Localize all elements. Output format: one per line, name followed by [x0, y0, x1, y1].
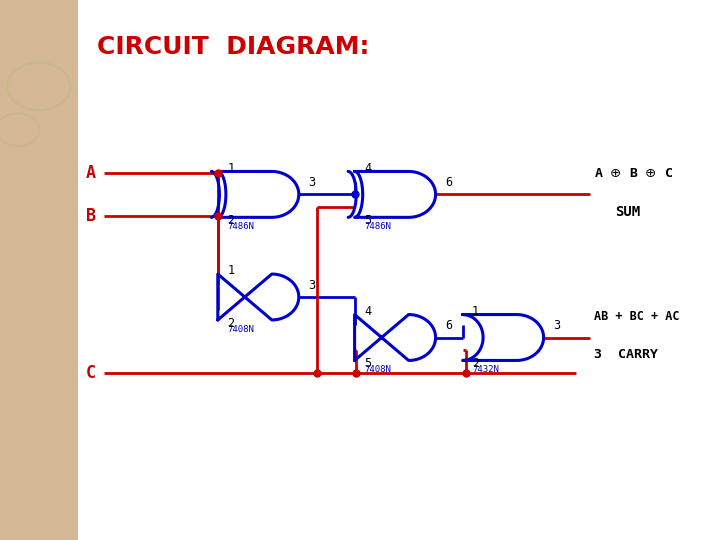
Text: 7432N: 7432N [472, 366, 500, 374]
Text: C: C [86, 363, 96, 382]
Text: 3: 3 [308, 279, 315, 292]
Text: CIRCUIT  DIAGRAM:: CIRCUIT DIAGRAM: [97, 35, 369, 59]
Text: 3  CARRY: 3 CARRY [594, 348, 658, 361]
Text: 1: 1 [228, 264, 234, 277]
Text: 3: 3 [308, 176, 315, 189]
Text: 1: 1 [228, 161, 234, 174]
Text: 7408N: 7408N [228, 325, 255, 334]
Text: 3: 3 [553, 319, 560, 332]
Text: 6: 6 [445, 176, 452, 189]
Text: 5: 5 [364, 357, 371, 370]
Text: AB + BC + AC: AB + BC + AC [594, 310, 680, 323]
Text: 6: 6 [445, 319, 452, 332]
Text: 2: 2 [228, 317, 234, 330]
Text: 7486N: 7486N [228, 222, 255, 231]
Text: A: A [86, 164, 96, 182]
Text: 2: 2 [228, 214, 234, 227]
Text: 5: 5 [364, 214, 371, 227]
Text: 2: 2 [472, 357, 479, 370]
Text: SUM: SUM [616, 205, 641, 219]
Text: 4: 4 [364, 161, 371, 174]
Bar [0, 0, 78, 540]
Text: A $\oplus$ B $\oplus$ C: A $\oplus$ B $\oplus$ C [594, 167, 673, 180]
Text: 4: 4 [364, 305, 371, 318]
Text: 7486N: 7486N [364, 222, 392, 231]
Text: 7408N: 7408N [364, 366, 392, 374]
Text: B: B [86, 207, 96, 225]
Text: 1: 1 [472, 305, 479, 318]
